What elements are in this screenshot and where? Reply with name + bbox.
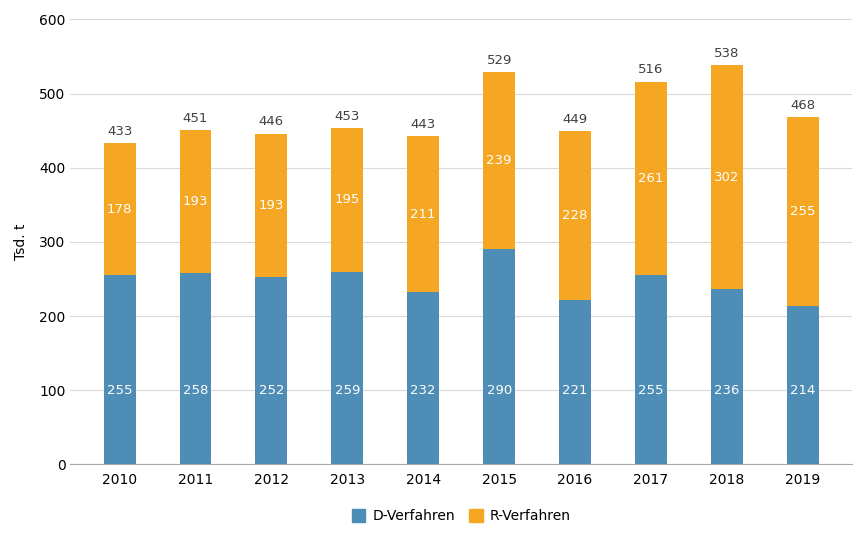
Text: 255: 255 bbox=[638, 384, 663, 397]
Text: 446: 446 bbox=[259, 116, 284, 129]
Bar bbox=[635, 275, 667, 464]
Text: 449: 449 bbox=[563, 113, 588, 126]
Text: 221: 221 bbox=[562, 384, 588, 397]
Text: 451: 451 bbox=[183, 112, 208, 125]
Bar bbox=[104, 275, 135, 464]
Text: 259: 259 bbox=[334, 384, 360, 397]
Text: 193: 193 bbox=[259, 199, 284, 212]
Text: 290: 290 bbox=[487, 384, 512, 397]
Bar bbox=[787, 306, 818, 464]
Text: 529: 529 bbox=[487, 54, 512, 67]
Bar bbox=[104, 143, 135, 275]
Text: 236: 236 bbox=[714, 384, 740, 397]
Text: 443: 443 bbox=[410, 118, 436, 131]
Text: 258: 258 bbox=[183, 384, 208, 397]
Bar bbox=[559, 131, 591, 300]
Text: 255: 255 bbox=[790, 205, 816, 218]
Bar bbox=[559, 300, 591, 464]
Text: 252: 252 bbox=[259, 384, 284, 397]
Text: 232: 232 bbox=[410, 384, 436, 397]
Text: 214: 214 bbox=[790, 384, 816, 397]
Bar bbox=[711, 65, 743, 289]
Bar bbox=[483, 249, 515, 464]
Text: 255: 255 bbox=[107, 384, 132, 397]
Legend: D-Verfahren, R-Verfahren: D-Verfahren, R-Verfahren bbox=[346, 503, 576, 529]
Text: 468: 468 bbox=[790, 99, 815, 112]
Text: 195: 195 bbox=[334, 193, 360, 206]
Text: 228: 228 bbox=[562, 210, 588, 222]
Text: 178: 178 bbox=[107, 202, 132, 216]
Text: 538: 538 bbox=[714, 47, 740, 60]
Text: 261: 261 bbox=[638, 172, 663, 185]
Bar bbox=[635, 82, 667, 275]
Bar bbox=[179, 273, 211, 464]
Bar bbox=[179, 130, 211, 273]
Bar bbox=[255, 134, 288, 278]
Bar bbox=[332, 272, 363, 464]
Bar bbox=[407, 136, 439, 292]
Text: 193: 193 bbox=[183, 195, 208, 208]
Bar bbox=[711, 289, 743, 464]
Bar bbox=[407, 292, 439, 464]
Bar bbox=[483, 72, 515, 249]
Bar bbox=[787, 117, 818, 306]
Y-axis label: Tsd. t: Tsd. t bbox=[14, 224, 28, 260]
Bar bbox=[332, 127, 363, 272]
Text: 453: 453 bbox=[334, 110, 360, 123]
Text: 433: 433 bbox=[107, 125, 132, 138]
Text: 239: 239 bbox=[487, 154, 512, 167]
Text: 302: 302 bbox=[714, 171, 740, 184]
Text: 211: 211 bbox=[410, 207, 436, 220]
Bar bbox=[255, 278, 288, 464]
Text: 516: 516 bbox=[638, 64, 663, 77]
